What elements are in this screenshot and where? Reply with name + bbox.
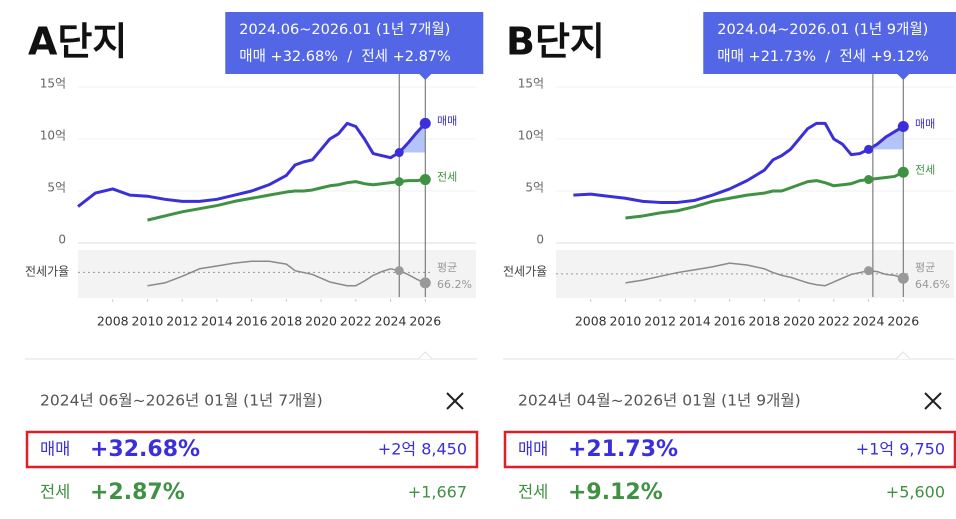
row-change: +21.73% (568, 437, 678, 462)
x-tick-label: 2018 (270, 314, 302, 329)
x-tick-label: 2014 (201, 314, 233, 329)
x-tick-label: 2022 (340, 314, 372, 329)
tooltip-text: 2024.04~2026.01 (1년 9개월) (717, 21, 928, 38)
x-tick-label: 2016 (236, 314, 268, 329)
row-highlight-box (25, 430, 479, 469)
series-line (573, 121, 905, 204)
series-line (147, 260, 426, 287)
point-marker (864, 175, 874, 185)
tooltip-text: 매매 +21.73% / 전세 +9.12% (717, 48, 929, 65)
x-tick-label: 2012 (644, 314, 676, 329)
close-icon[interactable] (924, 392, 942, 410)
row-name: 전세 (518, 483, 548, 502)
x-tick-label: 2024 (375, 314, 407, 329)
point-marker (897, 121, 909, 133)
point-marker (897, 166, 909, 178)
x-tick-label: 2014 (679, 314, 711, 329)
y-tick-label: 0 (536, 233, 544, 247)
point-marker (864, 144, 874, 154)
x-tick-label: 2018 (748, 314, 780, 329)
ratio-band (78, 250, 476, 298)
point-marker (419, 174, 431, 186)
mean-label: 평균 (915, 261, 935, 274)
series-line (77, 121, 427, 208)
summary-period: 2024년 04월~2026년 01월 (1년 9개월) (518, 392, 801, 410)
series-line (147, 178, 426, 222)
point-marker (419, 277, 431, 289)
row-amount: +1억 9,750 (856, 440, 945, 459)
close-icon[interactable] (446, 392, 464, 410)
row-amount: +1,667 (408, 483, 467, 502)
y-tick-label: 0 (58, 233, 66, 247)
x-tick-label: 2024 (853, 314, 885, 329)
x-tick-label: 2026 (409, 314, 441, 329)
y-tick-label: 10억 (518, 129, 544, 143)
tooltip-box (225, 12, 484, 74)
point-marker (864, 266, 874, 276)
point-marker (419, 117, 431, 129)
tooltip-box (703, 12, 956, 74)
y-tick-label: 5억 (47, 181, 66, 195)
tooltip-pointer (897, 74, 910, 80)
point-marker (394, 177, 404, 187)
row-highlight-box (503, 430, 956, 469)
x-tick-label: 2020 (783, 314, 815, 329)
y-tick-label: 15억 (518, 77, 544, 91)
y-tick-label: 15억 (40, 77, 66, 91)
y-tick-label: 5억 (525, 181, 544, 195)
chart-panel: B단지 0 5억 10억 15억 2008 2010 2012 2014 2016 2018 2020… (503, 12, 956, 505)
x-tick-label: 2010 (610, 314, 642, 329)
row-change: +9.12% (568, 480, 663, 505)
series-name: 전세 (437, 171, 457, 184)
x-tick-label: 2008 (97, 314, 129, 329)
tooltip-text: 매매 +32.68% / 전세 +2.87% (239, 48, 451, 65)
x-tick-label: 2012 (166, 314, 198, 329)
chart-title: B단지 (506, 20, 605, 64)
row-amount: +2억 8,450 (378, 440, 467, 459)
chart-panel: A단지 0 5억 10억 15억 2008 2010 2012 2014 2016 2018 2020… (25, 12, 484, 505)
point-marker (897, 272, 909, 284)
tooltip-text: 2024.06~2026.01 (1년 7개월) (239, 21, 450, 38)
x-tick-label: 2016 (714, 314, 746, 329)
x-tick-label: 2008 (575, 314, 607, 329)
x-tick-label: 2020 (305, 314, 337, 329)
chart-title: A단지 (28, 20, 127, 64)
series-name: 전세가율 (503, 265, 547, 279)
series-name: 매매 (437, 114, 457, 127)
mean-value: 64.6% (915, 278, 950, 291)
row-name: 전세 (40, 483, 70, 502)
row-amount: +5,600 (886, 483, 945, 502)
summary-period: 2024년 06월~2026년 01월 (1년 7개월) (40, 392, 323, 410)
x-tick-label: 2022 (818, 314, 850, 329)
row-name: 매매 (40, 440, 70, 459)
y-tick-label: 10억 (40, 129, 66, 143)
mean-value: 66.2% (437, 278, 472, 291)
ratio-band (556, 250, 954, 298)
series-name: 전세 (915, 163, 935, 176)
mean-label: 평균 (437, 261, 457, 274)
x-tick-label: 2026 (887, 314, 919, 329)
x-tick-label: 2010 (132, 314, 164, 329)
row-name: 매매 (518, 440, 548, 459)
row-change: +32.68% (90, 437, 200, 462)
row-change: +2.87% (90, 480, 185, 505)
series-name: 전세가율 (25, 265, 69, 279)
series-line (625, 170, 904, 220)
panel-notch (417, 351, 433, 360)
point-marker (394, 266, 404, 276)
series-name: 매매 (915, 118, 935, 131)
tooltip-pointer (419, 74, 432, 80)
panel-notch (895, 351, 911, 360)
point-marker (394, 148, 404, 158)
